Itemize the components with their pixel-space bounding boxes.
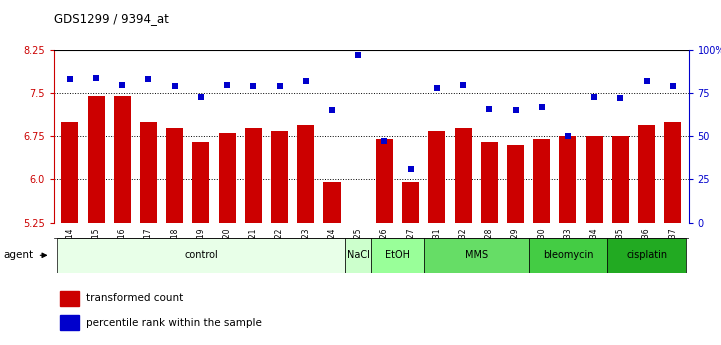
Point [484,106,495,111]
Point [614,96,626,101]
Bar [607,238,686,273]
Point [510,108,521,113]
Point [536,104,547,110]
Bar [271,130,288,223]
Point [457,82,469,87]
Bar [507,145,524,223]
Bar [114,96,131,223]
Point [300,78,311,84]
Point [667,83,678,89]
Point [90,75,102,80]
Text: MMS: MMS [464,250,487,260]
Bar [559,136,577,223]
Bar [345,238,371,273]
Point [143,77,154,82]
Bar [424,238,528,273]
Bar [140,122,157,223]
Point [326,108,337,113]
Bar [61,290,79,306]
Text: transformed count: transformed count [86,293,183,303]
Bar [612,136,629,223]
Bar [371,238,424,273]
Point [169,83,180,89]
Point [431,85,443,91]
Bar [528,238,607,273]
Point [588,94,600,99]
Point [405,166,417,172]
Bar [57,238,345,273]
Bar [324,182,340,223]
Text: GDS1299 / 9394_at: GDS1299 / 9394_at [54,12,169,25]
Point [195,94,207,99]
Bar [481,142,497,223]
Point [64,77,76,82]
Bar [245,128,262,223]
Point [353,52,364,58]
Bar [297,125,314,223]
Text: percentile rank within the sample: percentile rank within the sample [86,318,262,328]
Text: agent: agent [4,250,34,260]
Point [247,83,259,89]
Text: EtOH: EtOH [385,250,410,260]
Bar [87,96,105,223]
Bar [534,139,550,223]
Text: cisplatin: cisplatin [626,250,667,260]
Bar [664,122,681,223]
Bar [193,142,209,223]
Bar [638,125,655,223]
Text: bleomycin: bleomycin [543,250,593,260]
Bar [376,139,393,223]
Bar [585,136,603,223]
Point [221,82,233,87]
Text: control: control [184,250,218,260]
Point [562,134,574,139]
Bar [218,134,236,223]
Bar [61,315,79,331]
Bar [61,122,79,223]
Bar [166,128,183,223]
Point [117,82,128,87]
Bar [402,182,419,223]
Text: NaCl: NaCl [347,250,370,260]
Point [379,139,390,144]
Bar [428,130,446,223]
Point [274,83,286,89]
Bar [454,128,472,223]
Point [641,78,653,84]
